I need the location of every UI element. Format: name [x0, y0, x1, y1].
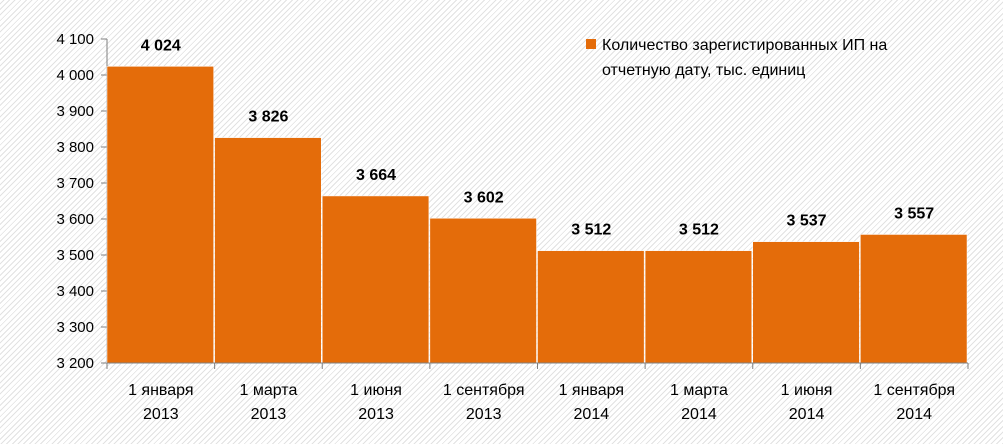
y-tick-label: 3 800	[56, 139, 94, 156]
bar-value-label: 4 024	[141, 37, 181, 54]
x-tick-label-year: 2014	[896, 406, 932, 423]
x-tick-label: 1 сентября 2013	[443, 382, 525, 423]
x-tick-label-date: 1 января	[559, 382, 624, 399]
y-tick-label: 3 500	[56, 247, 94, 264]
y-tick-label: 3 700	[56, 175, 94, 192]
y-tick-label: 3 600	[56, 211, 94, 228]
x-tick-label-date: 1 июня	[781, 382, 833, 399]
bar-value-label: 3 512	[679, 222, 719, 239]
bar-value-label: 3 826	[248, 109, 288, 126]
bar	[644, 250, 752, 364]
bar	[429, 218, 537, 364]
x-tick-label: 1 января 2013	[128, 382, 193, 423]
legend-swatch	[586, 39, 596, 49]
y-tick-label: 3 200	[56, 355, 94, 372]
y-tick-label: 3 400	[56, 283, 94, 300]
x-tick-label-date: 1 июня	[350, 382, 402, 399]
y-tick-label: 3 300	[56, 319, 94, 336]
bar	[106, 66, 214, 364]
x-tick-label-year: 2014	[789, 406, 825, 423]
x-tick-label-date: 1 марта	[670, 382, 728, 399]
x-tick-label: 1 января 2014	[559, 382, 624, 423]
bar	[214, 137, 322, 364]
x-tick-label-date: 1 марта	[240, 382, 298, 399]
x-tick-label: 1 марта 2013	[240, 382, 298, 423]
bar-value-label: 3 537	[787, 213, 827, 230]
bar-value-label: 3 664	[356, 167, 396, 184]
bars: 4 024 3 826 3 664 3 602 3 512 3 512 3 537 3 557	[106, 37, 968, 364]
bar-value-label: 3 602	[464, 189, 504, 206]
x-tick-label-year: 2013	[143, 406, 179, 423]
x-tick-label-year: 2014	[681, 406, 717, 423]
x-tick-label-date: 1 января	[128, 382, 193, 399]
x-tick-label-year: 2013	[466, 406, 502, 423]
bar-value-label: 3 512	[571, 222, 611, 239]
legend-label: Количество зарегистированных ИП на	[602, 37, 887, 54]
x-tick-label-year: 2014	[574, 406, 610, 423]
x-tick-label: 1 сентября 2014	[873, 382, 955, 423]
legend-label: отчетную дату, тыс. единиц	[602, 62, 805, 79]
x-tick-label-year: 2013	[251, 406, 287, 423]
x-tick-label-year: 2013	[358, 406, 394, 423]
bar-value-label: 3 557	[894, 205, 934, 222]
y-tick-label: 4 000	[56, 67, 94, 84]
y-tick-label: 4 100	[56, 31, 94, 48]
bar	[537, 250, 645, 364]
x-tick-label-date: 1 сентября	[873, 382, 955, 399]
x-tick-label: 1 марта 2014	[670, 382, 728, 423]
bar	[322, 195, 430, 364]
legend: Количество зарегистированных ИП на отчетн…	[586, 37, 887, 79]
x-tick-label-date: 1 сентября	[443, 382, 525, 399]
bar	[860, 234, 968, 364]
x-tick-label: 1 июня 2014	[781, 382, 833, 423]
y-tick-label: 3 900	[56, 103, 94, 120]
y-axis: 3 200 3 300 3 400 3 500 3 600 3 700 3 800 3 900…	[56, 31, 108, 372]
bar	[752, 241, 860, 364]
x-tick-label: 1 июня 2013	[350, 382, 402, 423]
